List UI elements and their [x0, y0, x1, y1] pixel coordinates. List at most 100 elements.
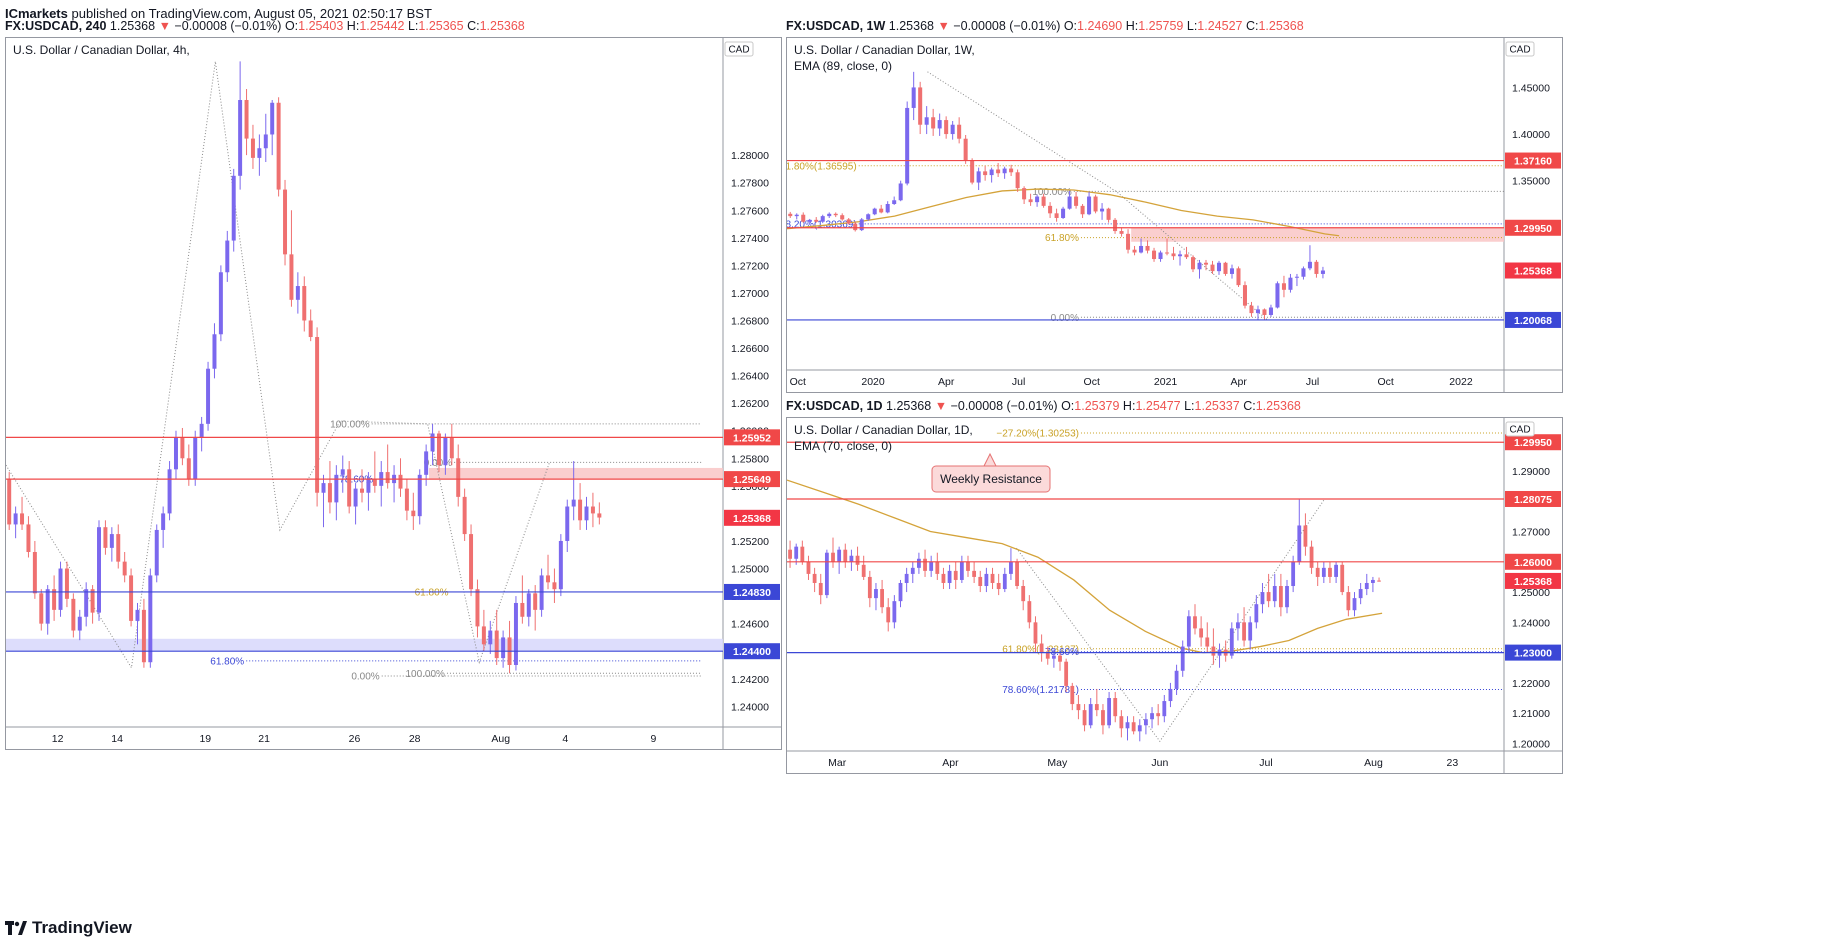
price-level-tag	[724, 429, 780, 446]
time-tick-label: Jul	[1259, 757, 1272, 769]
fib-level-label: 78.60%	[339, 474, 373, 485]
price-tick-label: 1.24000	[731, 701, 769, 713]
header-4h: FX:USDCAD, 240 1.25368 ▼ −0.00008 (−0.01…	[5, 19, 525, 33]
candle-body	[257, 148, 262, 158]
candle-body	[1197, 262, 1202, 270]
chart-svg-1w[interactable]: 1.450001.400001.350001.300001.250001.200…	[780, 38, 1562, 392]
candle-body	[1352, 598, 1357, 611]
candle-body	[494, 630, 499, 659]
candle-body	[558, 540, 563, 590]
change-value: −0.00008 (−0.01%)	[953, 19, 1061, 33]
time-tick-label: Aug	[491, 733, 510, 745]
time-tick-label: Oct	[1084, 376, 1100, 388]
candle-body	[855, 555, 860, 565]
chart-title: U.S. Dollar / Canadian Dollar, 4h,	[13, 43, 190, 57]
candle-body	[867, 576, 872, 599]
fib-level-label: 38.20%(1.30369)	[787, 219, 857, 230]
chart-panel-1w[interactable]: 1.450001.400001.350001.300001.250001.200…	[780, 37, 1563, 393]
price-tick-label: 1.28000	[731, 150, 769, 162]
candle-body	[1039, 643, 1044, 653]
candle-body	[1048, 205, 1053, 214]
ema-line	[786, 188, 1340, 237]
candle-body	[1028, 199, 1033, 203]
last-price-tag	[724, 509, 780, 526]
candle-body	[469, 534, 474, 590]
candle-body	[449, 437, 454, 459]
candle-body	[1278, 586, 1283, 608]
candle-body	[1242, 622, 1246, 641]
low-value: 1.25365	[418, 19, 464, 33]
candle-body	[880, 589, 884, 608]
candle-body	[424, 451, 429, 475]
candle-body	[180, 437, 185, 459]
time-tick-label: 14	[111, 733, 123, 745]
candle-body	[1101, 710, 1105, 726]
indicator-label: EMA (70, close, 0)	[794, 439, 892, 453]
candle-body	[173, 437, 178, 470]
candle-body	[959, 561, 964, 580]
candle-body	[892, 200, 897, 204]
close-value: 1.25368	[1255, 399, 1301, 413]
candle-body	[1015, 172, 1020, 189]
fib-level-label: 0.00%	[1051, 313, 1079, 324]
time-tick-label: 12	[52, 733, 64, 745]
symbol-label: FX:USDCAD, 1D	[786, 399, 883, 413]
price-level-tag-label: 1.24830	[733, 587, 771, 599]
candle-body	[1255, 309, 1260, 314]
chart-panel-1d[interactable]: 1.300001.290001.280001.270001.260001.250…	[786, 417, 1563, 774]
price-level-tag	[1505, 644, 1561, 661]
candle-body	[475, 589, 480, 627]
candle-body	[488, 630, 493, 645]
fib-level-label: 61.80%	[415, 587, 449, 598]
price-level-tag	[1505, 434, 1561, 451]
candle-body	[1041, 196, 1046, 206]
price-tick-label: 1.45000	[1512, 82, 1550, 94]
candle-body	[334, 474, 339, 503]
candle-body	[263, 134, 268, 149]
candle-body	[831, 552, 835, 562]
candle-body	[885, 204, 890, 213]
candle-body	[295, 286, 300, 300]
candle-body	[1145, 245, 1150, 251]
candle-body	[276, 102, 281, 190]
price-tick-label: 1.26200	[731, 398, 769, 410]
price-tick-label: 1.27000	[731, 288, 769, 300]
candle-body	[26, 524, 31, 552]
candle-body	[1113, 219, 1118, 232]
price-tick-label: 1.27000	[1512, 527, 1550, 539]
candle-body	[1249, 305, 1254, 314]
candle-body	[238, 100, 243, 176]
candle-body	[1137, 725, 1142, 732]
candle-body	[1301, 268, 1306, 277]
candle-body	[7, 478, 12, 525]
candle-body	[1371, 579, 1375, 583]
price-level-tag	[1505, 490, 1561, 507]
tradingview-logo[interactable]: TradingView	[5, 918, 132, 938]
candle-body	[1315, 567, 1320, 577]
candle-body	[978, 576, 983, 587]
chart-panel-4h[interactable]: 1.28000 1.27800 1.27600 1.27400 1.27200 1.270…	[5, 37, 782, 750]
candle-body	[794, 214, 799, 217]
fib-level-label: 100.00%	[330, 419, 370, 430]
price-tick-label: 1.27600	[731, 205, 769, 217]
candle-body	[417, 474, 422, 517]
zone-rect	[1131, 227, 1504, 242]
price-level-tag	[724, 471, 780, 488]
price-tick-label: 1.24600	[731, 619, 769, 631]
candle-body	[935, 561, 940, 574]
open-value: 1.25379	[1074, 399, 1120, 413]
candle-body	[1067, 196, 1072, 209]
candle-body	[861, 564, 866, 577]
candle-body	[1009, 168, 1014, 173]
time-tick-label: 9	[651, 733, 657, 745]
candle-body	[385, 472, 390, 484]
candle-body	[923, 558, 927, 571]
chart-svg-1d[interactable]: 1.300001.290001.280001.270001.260001.250…	[786, 418, 1562, 773]
candle-body	[1158, 252, 1163, 260]
candle-body	[904, 573, 909, 583]
candle-body	[866, 214, 871, 220]
candle-body	[513, 602, 518, 665]
zone-rect	[6, 638, 723, 652]
chart-svg-4h[interactable]: 1.28000 1.27800 1.27600 1.27400 1.27200 1.270…	[5, 38, 781, 749]
candle-body	[372, 478, 377, 486]
